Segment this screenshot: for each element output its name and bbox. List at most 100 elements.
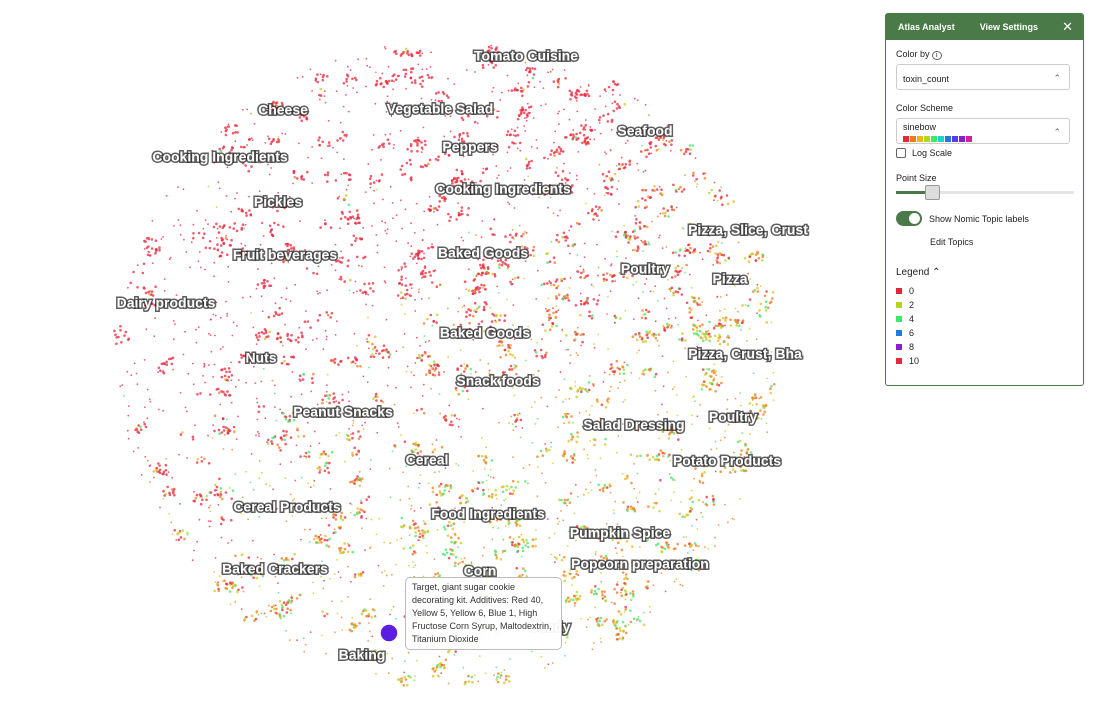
point [351,451,354,455]
point [164,469,168,472]
point [624,142,627,145]
point [315,510,318,513]
point [458,418,461,421]
point [406,292,409,296]
slider[interactable] [896,183,1083,201]
point [325,401,328,403]
point [548,184,552,187]
point [603,371,606,374]
point [263,278,266,282]
point [668,140,671,143]
point [365,303,368,306]
point [599,457,602,460]
point [624,163,628,166]
point [208,506,210,509]
point [523,125,526,127]
point [406,147,409,151]
point [221,226,225,230]
point [482,167,485,170]
point [624,598,627,601]
point [286,601,289,604]
point [372,355,376,359]
point [326,384,328,387]
point [765,321,768,324]
select[interactable]: toxin_count ⌃ [896,64,1070,90]
point [361,609,365,613]
point [421,395,424,397]
point [235,124,238,127]
button[interactable]: Edit Topics [930,237,974,247]
point [326,145,329,147]
point [722,253,726,257]
point [260,282,264,285]
point [639,426,641,429]
point [509,364,513,368]
point [716,199,719,202]
point [557,240,561,244]
point [205,494,209,498]
point [503,669,506,671]
checkbox[interactable] [896,148,906,158]
point [269,505,271,507]
point [607,170,611,173]
point [414,298,416,301]
point [644,103,647,106]
point [514,134,517,137]
point [417,254,419,257]
point [555,297,558,300]
point [220,536,223,539]
point [556,517,559,520]
point [616,255,618,258]
point [217,181,220,184]
point [403,262,407,265]
point [594,606,597,609]
point [760,418,763,420]
point [602,273,605,277]
point [420,507,422,509]
point [329,577,331,580]
point [540,104,542,107]
point [637,297,640,300]
point [275,200,279,203]
point [733,470,737,474]
point [402,346,405,348]
point [410,150,413,153]
point [313,537,316,541]
point [652,335,655,338]
point [172,338,175,341]
tab[interactable]: View Settings [979,22,1039,32]
point [623,477,627,481]
select[interactable]: sinebow ⌃ [896,118,1070,144]
toggle[interactable] [896,211,922,226]
close-button[interactable]: ✕ [1062,19,1073,34]
point [275,607,278,611]
point [484,272,488,276]
point [146,459,149,462]
point [558,554,561,557]
point [400,677,403,680]
point [293,497,296,500]
point [568,530,570,533]
point [585,202,587,205]
point [592,218,595,221]
point [384,133,387,136]
point [512,386,514,389]
point [438,484,441,488]
point [274,310,277,314]
point [347,65,349,68]
point [568,89,572,93]
point [486,51,490,55]
point [418,139,421,143]
point [532,117,535,119]
point [565,178,569,182]
point [458,134,461,137]
point [159,369,162,373]
point [409,283,412,286]
point [150,247,154,250]
point [443,197,446,200]
point [303,455,306,457]
point [392,605,395,608]
point [578,222,581,226]
tab[interactable]: Atlas Analyst [898,22,955,32]
point [586,454,589,456]
